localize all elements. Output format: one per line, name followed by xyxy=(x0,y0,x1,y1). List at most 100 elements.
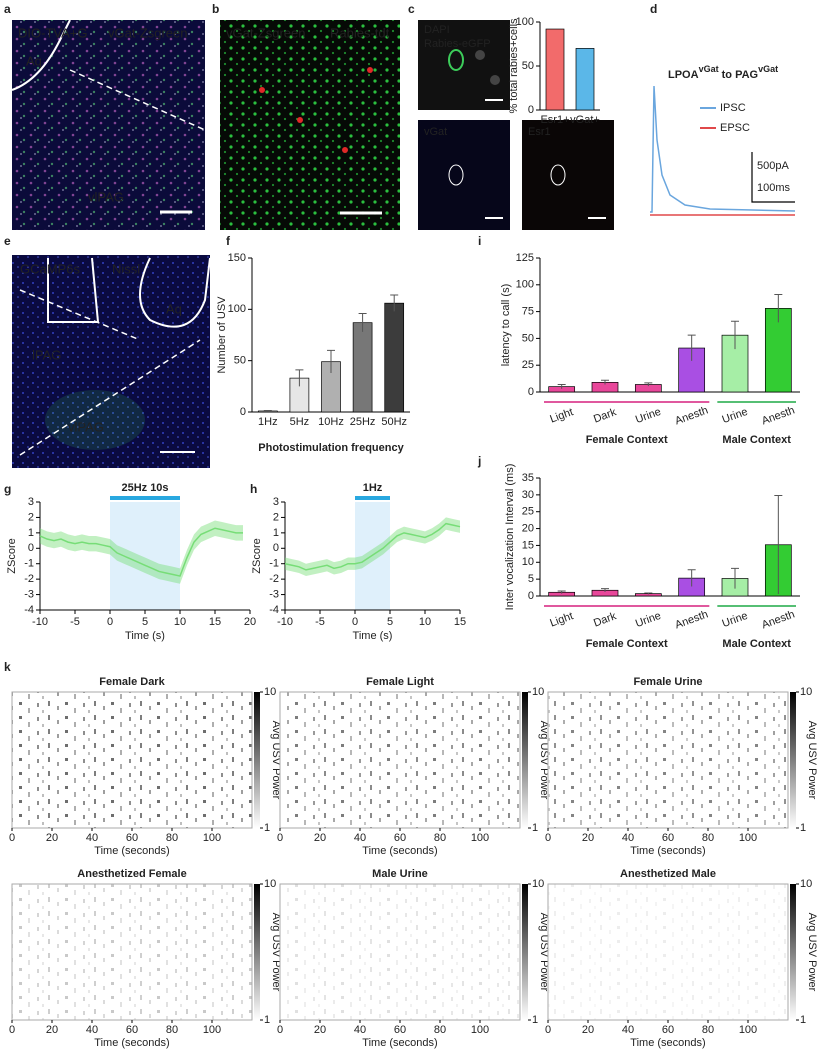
heatmap xyxy=(548,692,788,828)
y-tick-label: 100 xyxy=(228,303,246,315)
y-tick-label: 75 xyxy=(522,306,534,318)
colorbar-label: Avg USV Power xyxy=(270,721,282,800)
title-part: LPOA xyxy=(668,69,699,81)
stim-label: 25Hz 10s xyxy=(121,482,168,494)
x-tick-label: 1Hz xyxy=(258,416,278,428)
scale-label: 500pA xyxy=(757,160,789,172)
cell-outline xyxy=(550,164,566,186)
image-label: vlPAG xyxy=(68,419,104,434)
y-tick-label: 35 xyxy=(522,472,534,484)
y-tick-label: -3 xyxy=(24,588,34,600)
x-axis-label: Time (seconds) xyxy=(94,845,169,857)
heatmap xyxy=(12,884,252,1020)
colorbar-label: Avg USV Power xyxy=(538,721,550,800)
y-tick-label: -4 xyxy=(269,604,279,616)
y-tick-label: 15 xyxy=(522,539,534,551)
colorbar xyxy=(790,884,796,1020)
image-label: Nissl xyxy=(112,261,140,276)
y-tick-label: 50 xyxy=(522,332,534,344)
error-bar xyxy=(390,294,399,312)
x-tick-label: 60 xyxy=(394,832,406,844)
y-tick-label: 3 xyxy=(273,496,279,508)
panel-letter: d xyxy=(650,2,657,16)
title-part: vGat xyxy=(758,64,778,74)
scale-label: 100ms xyxy=(757,182,791,194)
heatmap xyxy=(280,884,520,1020)
heatmap xyxy=(280,692,520,828)
x-tick-label: 80 xyxy=(166,832,178,844)
heatmap-title: Anesthetized Female xyxy=(77,868,186,880)
x-tick-label: 10 xyxy=(174,616,186,628)
micrograph-cells xyxy=(12,255,210,468)
image-label: DIO-TVA+G xyxy=(18,25,87,40)
x-tick-label: 100 xyxy=(203,1024,221,1036)
y-tick-label: -3 xyxy=(269,588,279,600)
x-tick-label: 60 xyxy=(662,1024,674,1036)
panel-letter: c xyxy=(408,2,415,16)
panel-letter: i xyxy=(478,234,481,248)
colorbar-label: Avg USV Power xyxy=(538,913,550,992)
colorbar xyxy=(254,692,260,828)
panel-letter: f xyxy=(226,234,231,248)
error-bar xyxy=(295,369,304,387)
y-tick-label: 100 xyxy=(516,279,534,291)
y-tick-label: 100 xyxy=(516,16,534,28)
x-tick-label: 100 xyxy=(739,1024,757,1036)
error-bar xyxy=(774,293,783,323)
x-axis-label: Time (seconds) xyxy=(630,1037,705,1049)
x-axis-label: Photostimulation frequency xyxy=(258,442,404,454)
error-bar xyxy=(687,334,696,361)
y-axis-label: latency to call (s) xyxy=(500,284,512,367)
y-tick-label: 150 xyxy=(228,252,246,264)
stim-window xyxy=(110,502,180,610)
x-tick-label: 10Hz xyxy=(318,416,344,428)
aqueduct-outline xyxy=(139,257,211,328)
line xyxy=(39,527,243,577)
x-tick-label: 0 xyxy=(9,832,15,844)
panel-letter: h xyxy=(250,482,257,496)
x-tick-label: 15 xyxy=(209,616,221,628)
y-tick-label: 25 xyxy=(522,506,534,518)
cell xyxy=(342,147,348,153)
legend-label: EPSC xyxy=(720,122,750,134)
error-bar xyxy=(601,379,609,385)
aqueduct-outline xyxy=(11,19,71,91)
heatmap-title: Female Urine xyxy=(633,676,702,688)
x-tick-label: 80 xyxy=(702,832,714,844)
panel-letter: e xyxy=(4,234,11,248)
x-axis-label: Time (s) xyxy=(353,630,393,642)
x-tick-label: 15 xyxy=(454,616,466,628)
cell-outline xyxy=(448,49,464,71)
fiber-outline xyxy=(47,257,100,323)
x-axis-label: Time (s) xyxy=(125,630,165,642)
x-tick-label: 80 xyxy=(702,1024,714,1036)
colorbar-tick-label: 10 xyxy=(532,878,544,890)
colorbar-label: Avg USV Power xyxy=(270,913,282,992)
y-tick-label: 0 xyxy=(273,542,279,554)
group-label: Female Context xyxy=(586,434,668,446)
scale-bar xyxy=(751,152,795,203)
colorbar-tick-label: 1 xyxy=(532,822,538,834)
bar xyxy=(384,302,405,413)
y-axis-label: ZScore xyxy=(251,538,263,573)
micrograph xyxy=(418,120,510,230)
x-tick-label: 5Hz xyxy=(290,416,310,428)
bar xyxy=(575,48,595,111)
x-axis-label: Time (seconds) xyxy=(362,1037,437,1049)
error-bar xyxy=(731,320,739,350)
colorbar-tick-label: 1 xyxy=(264,1014,270,1026)
error-bar xyxy=(644,592,653,595)
error-bar xyxy=(557,383,566,389)
y-tick-label: -2 xyxy=(269,573,279,585)
y-tick-label: 2 xyxy=(28,511,34,523)
y-axis-label: Number of USV xyxy=(216,296,228,374)
x-tick-label: 60 xyxy=(662,832,674,844)
micrograph-cells xyxy=(220,20,400,230)
image-label: Rabies-eGFP xyxy=(424,38,491,50)
legend-label: IPSC xyxy=(720,102,746,114)
y-tick-label: 125 xyxy=(516,252,534,264)
y-tick-label: 5 xyxy=(528,573,534,585)
x-tick-label: 20 xyxy=(244,616,256,628)
micrograph xyxy=(418,20,510,110)
colorbar xyxy=(790,692,796,828)
